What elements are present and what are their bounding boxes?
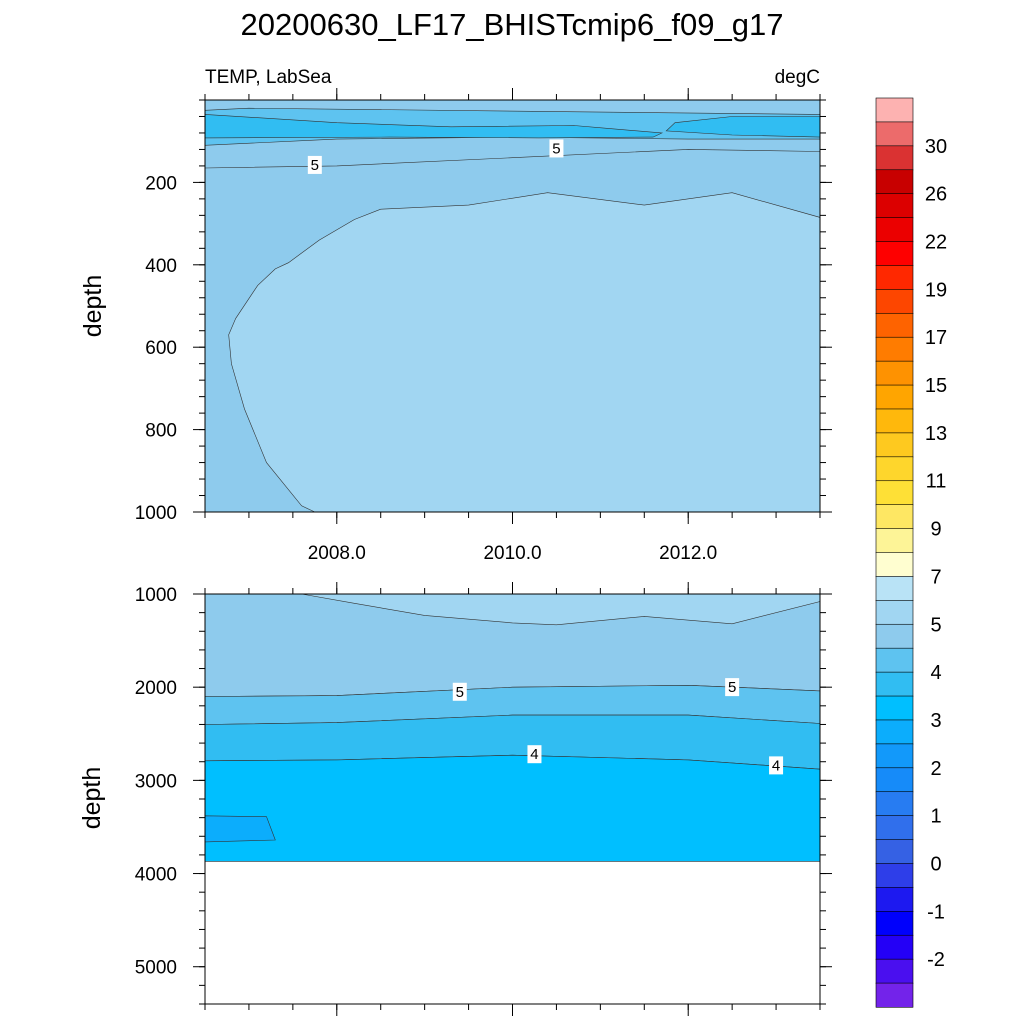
colorbar-swatch: [875, 982, 914, 1008]
contour-band-3.5-4: [204, 815, 276, 843]
colorbar-swatch: [875, 911, 914, 936]
colorbar-swatch: [875, 97, 914, 123]
contour-label-box: [527, 745, 542, 764]
colorbar-swatch: [875, 360, 914, 386]
contour-label-box: [725, 678, 740, 697]
x-tick-label: 2012.0: [659, 543, 717, 564]
colorbar-swatch: [875, 265, 914, 290]
y-tick-label: 1000: [135, 503, 177, 524]
contour-label: 5: [728, 679, 736, 696]
y-tick-label: 600: [145, 338, 177, 359]
y-tick-label: 400: [145, 256, 177, 277]
colorbar-swatch: [875, 719, 914, 745]
colorbar-swatch: [875, 552, 914, 578]
upper-ylabel: depth: [79, 275, 107, 338]
colorbar-swatch: [875, 336, 914, 362]
upper-contour-panel: 5 5 200 400 600 800 1000 2008.0 2010.0 2012.0 de…: [79, 88, 832, 564]
colorbar-label: 3: [930, 710, 941, 732]
colorbar-label: 7: [930, 566, 941, 588]
contour-label: 5: [456, 684, 464, 701]
colorbar-swatch: [875, 456, 914, 482]
contour-label-box: [769, 756, 784, 775]
contour-label-box: [452, 682, 467, 701]
colorbar-label: 1: [930, 806, 941, 828]
contour-band-6-6.5: [228, 192, 821, 513]
colorbar-label: 4: [930, 662, 941, 684]
colorbar-swatch: [875, 217, 914, 243]
colorbar-swatch: [875, 576, 914, 601]
contour-label: 5: [311, 157, 319, 174]
colorbar-label: 11: [926, 471, 947, 493]
contour-label: 4: [530, 746, 538, 763]
colorbar-swatch: [875, 958, 914, 984]
y-tick-label: 800: [145, 421, 177, 442]
colorbar-label: 26: [925, 184, 947, 206]
contour-band-4-4.5: [204, 754, 821, 862]
units-label: degC: [775, 67, 820, 88]
colorbar-swatch: [875, 743, 914, 769]
colorbar-swatch: [875, 480, 914, 506]
colorbar-swatch: [875, 815, 914, 841]
colorbar-swatch: [875, 193, 914, 219]
contour-label-box: [549, 139, 564, 158]
chart-title: 20200630_LF17_BHISTcmip6_f09_g17: [241, 7, 784, 42]
y-tick-label: 3000: [135, 771, 177, 792]
y-tick-label: 1000: [135, 585, 177, 606]
contour-band-4.5-5: [204, 114, 664, 139]
colorbar-swatch: [875, 289, 914, 314]
colorbar-swatch: [875, 887, 914, 912]
y-tick-label: 4000: [135, 865, 177, 886]
colorbar-label: 2: [930, 758, 941, 780]
colorbar-label: 9: [930, 519, 941, 541]
x-tick-label: 2010.0: [483, 543, 541, 564]
variable-label: TEMP, LabSea: [205, 67, 332, 88]
x-tick-label: 2008.0: [308, 543, 366, 564]
colorbar-label: 13: [925, 423, 947, 445]
colorbar-swatch: [875, 432, 914, 458]
colorbar-label: -1: [927, 901, 945, 923]
contour-label: 4: [772, 757, 780, 774]
colorbar-label: 5: [930, 614, 941, 636]
contour-label-box: [307, 155, 322, 174]
colorbar-label: 30: [925, 136, 947, 158]
y-tick-label: 5000: [135, 958, 177, 979]
colorbar-label: 19: [925, 279, 947, 301]
colorbar-swatch: [875, 121, 914, 147]
colorbar-label: 17: [925, 327, 947, 349]
colorbar-swatch: [875, 791, 914, 817]
colorbar-label: 0: [930, 854, 941, 876]
colorbar: 30 26 22 19 17 15 13 11 9 7 5 4 3 2 1 0 -1 -2: [875, 97, 947, 1008]
colorbar-swatch: [875, 528, 914, 554]
colorbar-swatch: [875, 169, 914, 195]
colorbar-swatch: [875, 695, 914, 721]
colorbar-swatch: [875, 934, 914, 960]
colorbar-swatch: [875, 312, 914, 338]
y-tick-label: 200: [145, 173, 177, 194]
colorbar-swatch: [875, 623, 914, 649]
colorbar-swatch: [875, 839, 914, 865]
colorbar-swatch: [875, 647, 914, 673]
y-tick-label: 2000: [135, 678, 177, 699]
colorbar-label: 22: [925, 232, 947, 254]
lower-contour-panel: 5 5 4 4 1000 2000 3000 4000 5000 depth: [78, 582, 832, 1016]
colorbar-swatch: [875, 863, 914, 888]
colorbar-label: 15: [925, 375, 947, 397]
colorbar-swatch: [875, 241, 914, 267]
colorbar-swatch: [875, 145, 914, 171]
colorbar-swatch: [875, 504, 914, 530]
colorbar-label: -2: [927, 949, 945, 971]
colorbar-swatch: [875, 384, 914, 410]
lower-ylabel: depth: [78, 767, 106, 830]
colorbar-swatch: [875, 408, 914, 434]
colorbar-swatch: [875, 600, 914, 625]
colorbar-swatch: [875, 671, 914, 697]
colorbar-swatch: [875, 767, 914, 793]
contour-label: 5: [552, 140, 560, 157]
